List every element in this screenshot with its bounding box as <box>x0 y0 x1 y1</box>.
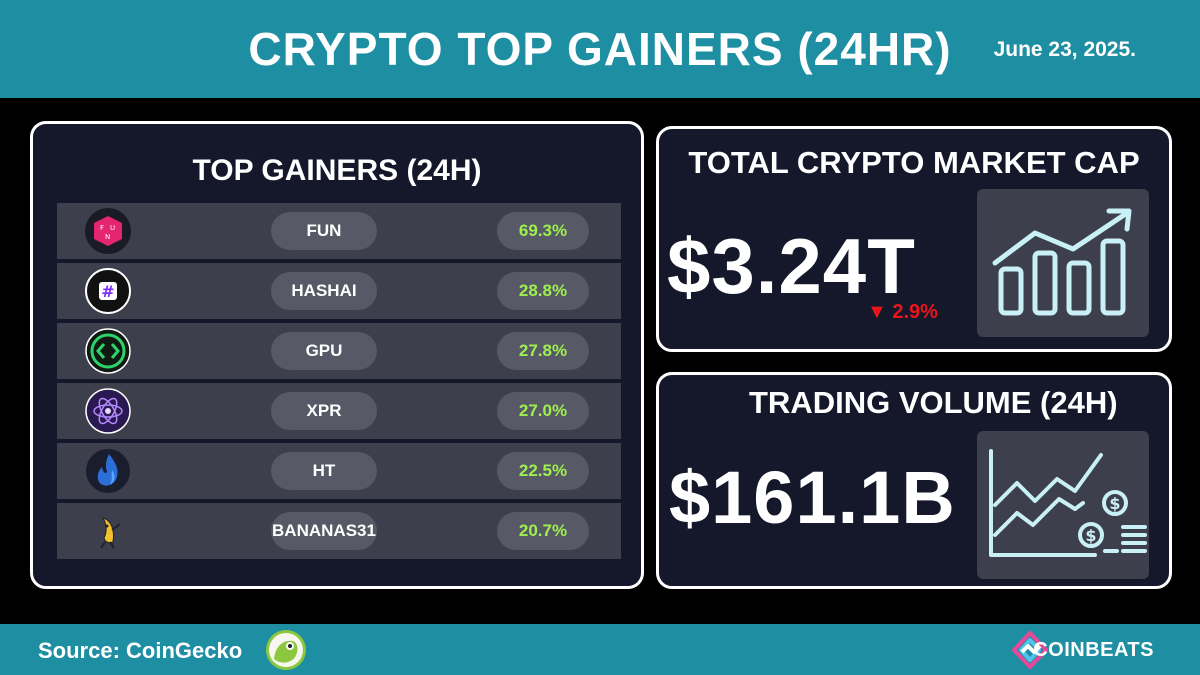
trading-volume-value: $161.1B <box>669 456 956 539</box>
report-date: June 23, 2025. <box>993 38 1136 61</box>
gainer-change: 27.8% <box>497 332 589 370</box>
footer-bar: Source: CoinGecko COINBEATS <box>0 624 1200 675</box>
market-cap-value: $3.24T <box>667 222 916 310</box>
bananas31-token-icon <box>85 508 131 554</box>
gainer-symbol: GPU <box>271 332 377 370</box>
hashai-token-icon: # <box>85 268 131 314</box>
svg-text:$: $ <box>1085 526 1096 545</box>
xpr-token-icon <box>85 388 131 434</box>
svg-text:U: U <box>110 224 115 232</box>
gainer-row: F U N FUN 69.3% <box>57 203 621 259</box>
market-cap-title: TOTAL CRYPTO MARKET CAP <box>688 145 1140 180</box>
gainer-change: 27.0% <box>497 392 589 430</box>
gainer-change: 22.5% <box>497 452 589 490</box>
svg-text:N: N <box>105 233 110 241</box>
gainer-symbol: XPR <box>271 392 377 430</box>
trading-volume-title: TRADING VOLUME (24H) <box>749 385 1118 420</box>
svg-text:#: # <box>101 282 114 301</box>
gainer-symbol: HASHAI <box>271 272 377 310</box>
svg-text:F: F <box>100 224 104 232</box>
top-gainers-panel: TOP GAINERS (24H) F U N FUN 69.3% # HASH… <box>30 121 644 589</box>
gainer-symbol: HT <box>271 452 377 490</box>
gainer-symbol: FUN <box>271 212 377 250</box>
svg-text:$: $ <box>1109 494 1120 513</box>
fun-token-icon: F U N <box>85 208 131 254</box>
gainer-row: BANANAS31 20.7% <box>57 503 621 559</box>
coinbeats-logo-icon <box>1010 630 1050 670</box>
gainer-row: HT 22.5% <box>57 443 621 499</box>
line-chart-coins-icon: $ $ <box>977 431 1149 579</box>
bar-chart-uptrend-icon <box>977 189 1149 337</box>
gainer-row: # HASHAI 28.8% <box>57 263 621 319</box>
brand-name: COINBEATS <box>1033 639 1154 661</box>
trading-volume-panel: TRADING VOLUME (24H) $161.1B $ $ <box>656 372 1172 589</box>
gpu-token-icon <box>85 328 131 374</box>
gainer-change: 69.3% <box>497 212 589 250</box>
market-cap-panel: TOTAL CRYPTO MARKET CAP $3.24T ▼ 2.9% <box>656 126 1172 352</box>
source-credit: Source: CoinGecko <box>38 638 243 663</box>
market-cap-change: ▼ 2.9% <box>867 301 938 323</box>
top-gainers-title: TOP GAINERS (24H) <box>192 154 482 187</box>
ht-token-icon <box>85 448 131 494</box>
header-banner: CRYPTO TOP GAINERS (24HR) June 23, 2025. <box>0 0 1200 98</box>
gainer-row: XPR 27.0% <box>57 383 621 439</box>
gainer-row: GPU 27.8% <box>57 323 621 379</box>
page-title: CRYPTO TOP GAINERS (24HR) <box>248 23 952 75</box>
coingecko-logo-icon <box>265 629 307 671</box>
gainer-change: 28.8% <box>497 272 589 310</box>
gainer-change: 20.7% <box>497 512 589 550</box>
gainer-symbol: BANANAS31 <box>271 512 377 550</box>
